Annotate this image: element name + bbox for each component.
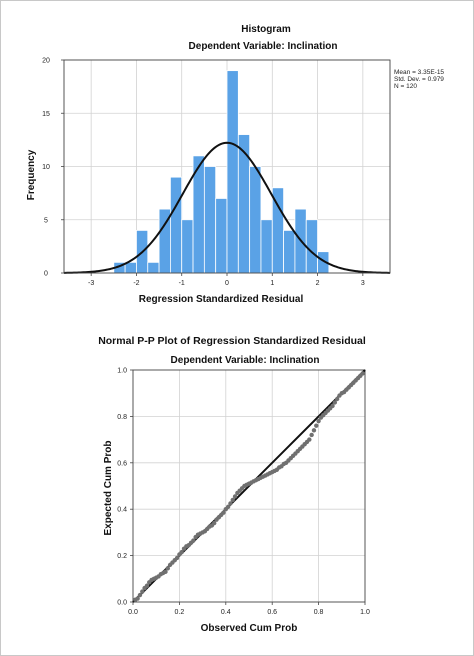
- normal-curve: [63, 141, 391, 274]
- histogram-x-tick-label: -2: [133, 280, 139, 287]
- histogram-y-tick-label: 10: [42, 164, 50, 171]
- pp-x-tick-label: 1.0: [360, 609, 370, 616]
- pp-point: [228, 501, 233, 506]
- histogram-y-tick-label: 20: [42, 58, 50, 65]
- histogram-y-tick-label: 15: [42, 111, 50, 118]
- histogram-axes: [61, 59, 391, 276]
- histogram-subtitle: Dependent Variable: Inclination: [189, 41, 338, 52]
- pp-point: [316, 418, 321, 424]
- histogram-bar: [203, 166, 217, 274]
- pp-point: [230, 497, 235, 503]
- histogram-bar: [181, 219, 194, 274]
- pp-gridlines: [133, 370, 365, 602]
- pp-x-tick-label: 0.6: [267, 609, 277, 616]
- histogram-plot-frame: [63, 59, 391, 274]
- histogram-bar: [226, 70, 239, 274]
- pp-point: [332, 400, 338, 405]
- pp-point: [225, 504, 231, 510]
- histogram-bar: [215, 198, 228, 274]
- histogram-bar: [283, 229, 296, 274]
- pp-y-tick-label: 0.6: [117, 460, 127, 467]
- histogram-chart: Histogram Dependent Variable: Inclinatio…: [26, 24, 444, 305]
- pp-point: [314, 423, 319, 428]
- histogram-bar: [249, 166, 262, 274]
- pp-y-tick-label: 0.0: [117, 600, 127, 607]
- histogram-bar: [170, 176, 183, 274]
- histogram-title: Histogram: [241, 24, 291, 35]
- histogram-x-label: Regression Standardized Residual: [139, 294, 304, 305]
- pp-point: [137, 592, 143, 598]
- pp-point: [165, 566, 170, 571]
- pp-y-tick-label: 0.4: [117, 507, 127, 514]
- pp-point: [311, 428, 317, 433]
- pp-x-ticks: 0.0 0.2 0.4 0.6 0.8 1.0: [128, 609, 370, 616]
- pp-subtitle: Dependent Variable: Inclination: [171, 355, 320, 366]
- histogram-y-ticks: 0 5 10 15 20: [42, 58, 50, 278]
- pp-point: [191, 538, 196, 543]
- histogram-y-label: Frequency: [26, 149, 37, 200]
- pp-point: [334, 396, 340, 402]
- pp-point: [140, 589, 145, 594]
- pp-x-tick-label: 0.4: [221, 609, 231, 616]
- histogram-x-tick-label: 2: [316, 280, 320, 287]
- histogram-bar: [260, 219, 273, 274]
- pp-point: [179, 549, 184, 555]
- pp-y-ticks: 0.0 0.2 0.4 0.6 0.8 1.0: [117, 368, 127, 607]
- histogram-x-ticks: -3 -2 -1 0 1 2 3: [88, 280, 365, 287]
- pp-x-tick-label: 0.8: [314, 609, 324, 616]
- pp-y-tick-label: 0.8: [117, 414, 127, 421]
- pp-point: [307, 437, 312, 442]
- pp-x-tick-label: 0.2: [175, 609, 185, 616]
- pp-point: [330, 403, 335, 409]
- stat-mean: Mean = 3.35E-15: [394, 69, 444, 76]
- pp-y-tick-label: 1.0: [117, 368, 127, 375]
- histogram-y-tick-label: 5: [44, 217, 48, 224]
- pp-point: [144, 583, 150, 588]
- pp-point: [135, 596, 140, 601]
- histogram-x-tick-label: 1: [270, 280, 274, 287]
- pp-point: [163, 569, 168, 575]
- pp-point: [232, 494, 238, 499]
- pp-point: [174, 555, 180, 561]
- pp-y-label: Expected Cum Prob: [103, 440, 114, 535]
- histogram-bar: [147, 261, 160, 274]
- histogram-x-tick-label: 0: [225, 280, 229, 287]
- pp-point: [212, 520, 217, 526]
- stat-std-dev: Std. Dev. = 0.979: [394, 76, 444, 83]
- histogram-y-tick-label: 0: [44, 271, 48, 278]
- histogram-bar: [305, 219, 318, 274]
- pp-points: [133, 371, 365, 602]
- pp-axes: [130, 369, 366, 605]
- pp-plot-chart: Normal P-P Plot of Regression Standardiz…: [98, 335, 370, 634]
- histogram-x-tick-label: -1: [179, 280, 185, 287]
- pp-x-tick-label: 0.0: [128, 609, 138, 616]
- histogram-x-tick-label: -3: [88, 280, 94, 287]
- pp-plot-frame: [132, 369, 366, 603]
- stat-n: N = 120: [394, 83, 417, 90]
- pp-x-label: Observed Cum Prob: [201, 623, 298, 634]
- pp-point: [221, 510, 226, 515]
- pp-point: [309, 432, 314, 438]
- histogram-x-tick-label: 3: [361, 280, 365, 287]
- pp-title: Normal P-P Plot of Regression Standardiz…: [98, 335, 366, 347]
- pp-point: [360, 371, 365, 376]
- pp-y-tick-label: 0.2: [117, 553, 127, 560]
